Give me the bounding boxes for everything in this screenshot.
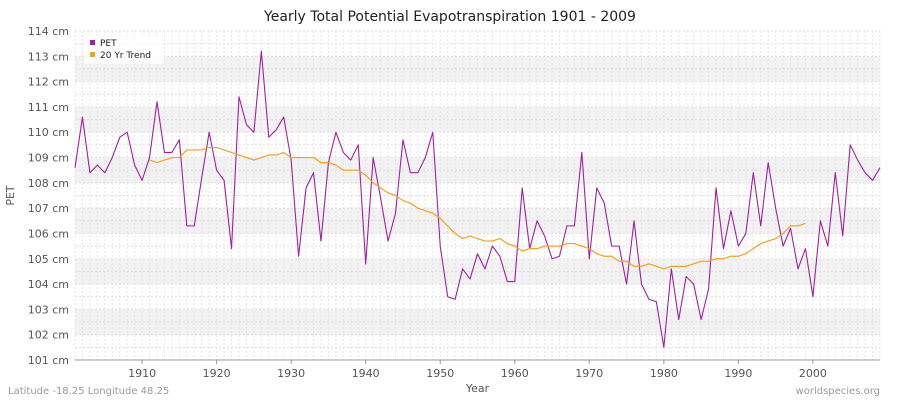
x-tick-label: 2000 <box>799 367 827 380</box>
x-tick-label: 1920 <box>203 367 231 380</box>
y-tick-label: 101 cm <box>28 354 69 367</box>
x-tick-label: 1960 <box>501 367 529 380</box>
y-tick-label: 111 cm <box>28 101 69 114</box>
x-axis-ticks: 1910 1920 1930 1940 1950 1960 1970 1980 1990 2000 <box>128 360 827 380</box>
x-tick-label: 1910 <box>128 367 156 380</box>
plot-band <box>75 309 880 335</box>
x-tick-label: 1950 <box>426 367 454 380</box>
x-tick-label: 1970 <box>575 367 603 380</box>
chart-title: Yearly Total Potential Evapotranspiratio… <box>263 9 636 25</box>
legend-label-trend: 20 Yr Trend <box>100 51 151 61</box>
x-tick-label: 1940 <box>352 367 380 380</box>
legend: PET 20 Yr Trend <box>84 36 164 64</box>
y-tick-label: 114 cm <box>28 25 69 38</box>
y-tick-label: 102 cm <box>28 329 69 342</box>
x-tick-label: 1980 <box>650 367 678 380</box>
series-layer <box>74 50 881 348</box>
plot-band <box>75 157 880 183</box>
trend-line <box>149 146 806 270</box>
y-tick-label: 113 cm <box>28 50 69 63</box>
x-tick-label: 1930 <box>277 367 305 380</box>
legend-swatch-pet <box>90 40 95 45</box>
footer-source: worldspecies.org <box>796 386 880 397</box>
x-tick-label: 1990 <box>724 367 752 380</box>
y-tick-label: 105 cm <box>28 253 69 266</box>
footer-location: Latitude -18.25 Longitude 48.25 <box>8 386 169 397</box>
y-tick-label: 106 cm <box>28 227 69 240</box>
y-tick-label: 104 cm <box>28 278 69 291</box>
y-tick-label: 103 cm <box>28 303 69 316</box>
y-tick-label: 112 cm <box>28 76 69 89</box>
y-tick-label: 108 cm <box>28 177 69 190</box>
pet-line <box>74 50 881 348</box>
y-axis-label: PET <box>4 185 17 206</box>
legend-swatch-trend <box>90 52 95 57</box>
y-tick-label: 110 cm <box>28 126 69 139</box>
grid-lines <box>74 30 881 361</box>
y-tick-label: 109 cm <box>28 152 69 165</box>
y-tick-label: 107 cm <box>28 202 69 215</box>
y-axis-ticks: 101 cm 102 cm 103 cm 104 cm 105 cm 106 cm 107 … <box>28 25 69 367</box>
legend-background <box>84 36 164 64</box>
legend-label-pet: PET <box>100 39 117 49</box>
plot-band <box>75 81 880 107</box>
x-axis-label: Year <box>465 382 490 395</box>
